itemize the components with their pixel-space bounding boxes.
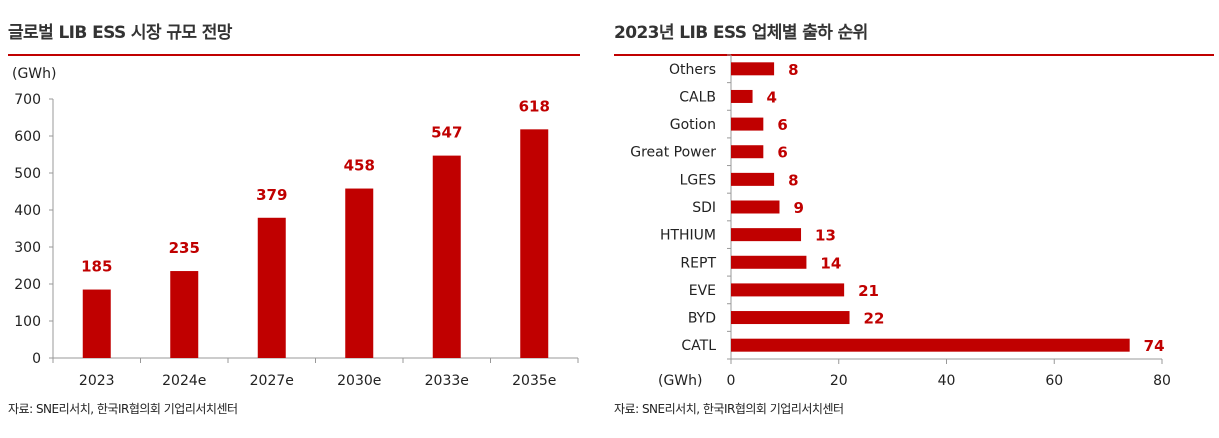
bar-value-label: 14 [820,254,841,272]
bar-value-label: 8 [788,171,798,189]
bar-value-label: 9 [793,199,803,217]
title-divider [614,54,1214,56]
y-tick-label: HTHIUM [660,228,716,244]
bar-value-label: 8 [788,61,798,79]
bar [731,228,802,242]
bar [257,217,286,358]
x-tick-label: 2024e [162,373,206,389]
y-tick-label: LGES [680,172,716,188]
y-tick-label: CATL [681,338,716,354]
y-tick-label: EVE [689,283,716,299]
x-tick-label: 2033e [425,373,469,389]
x-tick-label: 2027e [250,373,294,389]
bar [731,311,850,325]
bar [731,62,775,76]
source-note: 자료: SNE리서치, 한국IR협의회 기업리서치센터 [614,402,844,416]
y-tick-label: 100 [14,314,41,330]
shipment-rank-title: 2023년 LIB ESS 업체별 출하 순위 [614,23,868,43]
x-tick-label: 40 [938,373,956,389]
bar-value-label: 458 [344,157,375,175]
x-tick-label: 60 [1045,373,1063,389]
x-tick-label: 0 [727,373,736,389]
x-tick-label: 2030e [337,373,381,389]
bar-value-label: 74 [1144,337,1165,355]
y-tick-label: 600 [14,129,41,145]
bar [345,188,374,358]
bar [731,145,764,159]
x-tick-label: 2023 [79,373,115,389]
bar [731,117,764,131]
bar-value-label: 185 [81,258,112,276]
x-axis-unit: (GWh) [658,373,703,389]
y-tick-label: 400 [14,203,41,219]
bar [170,271,199,358]
title-divider [8,54,580,56]
y-tick-label: 300 [14,240,41,256]
bar [731,338,1130,352]
bar [731,283,845,297]
y-tick-label: 500 [14,166,41,182]
y-tick-label: REPT [680,255,716,271]
bar-value-label: 547 [431,124,462,142]
bar [82,289,111,358]
bar-value-label: 235 [169,239,200,257]
y-tick-label: CALB [679,89,716,105]
y-tick-label: 200 [14,277,41,293]
bar-value-label: 21 [858,282,879,300]
bar [731,89,753,103]
bar-value-label: 618 [519,97,550,115]
market-size-title: 글로벌 LIB ESS 시장 규모 전망 [8,23,232,43]
source-note: 자료: SNE리서치, 한국IR협의회 기업리서치센터 [8,402,238,416]
bar-value-label: 379 [256,186,287,204]
market-size-chart: (GWh) 0 100 200 300 400 500 600 700 185 2023 235 202… [12,66,579,389]
bar [731,200,780,214]
y-axis-unit: (GWh) [12,66,57,82]
bar [432,155,461,358]
shipment-rank-chart: 0 20 40 60 80 (GWh) 8 Others 4 CALB 6 Gotion 6 Great … [630,54,1171,389]
x-tick-label: 20 [830,373,848,389]
y-tick-label: Great Power [630,145,716,161]
bar-value-label: 6 [777,116,787,134]
bar-value-label: 22 [864,310,885,328]
y-tick-label: Gotion [670,117,716,133]
bar [731,172,775,186]
y-tick-label: 0 [32,351,41,367]
x-tick-label: 2035e [512,373,556,389]
y-tick-label: BYD [688,311,716,327]
bar [520,129,549,358]
bar [731,255,807,269]
y-tick-label: 700 [14,92,41,108]
y-tick-label: SDI [692,200,716,216]
bar-value-label: 4 [767,88,777,106]
bar-value-label: 13 [815,227,836,245]
y-tick-label: Others [669,62,716,78]
bar-value-label: 6 [777,144,787,162]
x-tick-label: 80 [1153,373,1171,389]
